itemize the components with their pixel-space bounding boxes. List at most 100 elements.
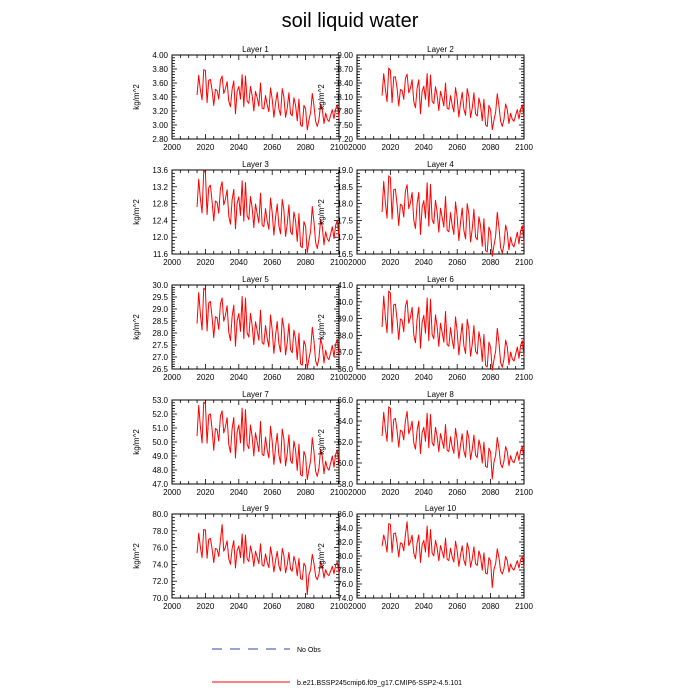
series-line — [381, 406, 525, 480]
y-tick-label: 12.4 — [152, 216, 168, 225]
panel-title: Layer 8 — [427, 390, 454, 399]
panel-title: Layer 4 — [427, 160, 454, 169]
x-tick-label: 2020 — [382, 143, 400, 152]
y-tick-label: 7.20 — [337, 135, 353, 144]
y-tick-label: 37.0 — [337, 348, 353, 357]
x-tick-label: 2020 — [197, 373, 215, 382]
x-tick-label: 2060 — [263, 602, 281, 611]
y-axis-label: kg/m^2 — [132, 314, 141, 340]
y-tick-label: 36.0 — [337, 365, 353, 374]
x-tick-label: 2060 — [448, 602, 466, 611]
x-tick-label: 2100 — [330, 373, 348, 382]
y-tick-label: 60.0 — [337, 459, 353, 468]
x-tick-label: 2100 — [515, 602, 533, 611]
x-tick-label: 2040 — [230, 143, 248, 152]
legend-obs-label: No Obs — [297, 647, 321, 654]
y-tick-label: 30.0 — [152, 281, 168, 290]
x-tick-label: 2100 — [330, 602, 348, 611]
x-tick-label: 2020 — [382, 258, 400, 267]
y-tick-label: 80.0 — [337, 552, 353, 561]
panel-layer-3: Layer 3 kg/m^2 2000 2020 2040 2060 2080 2100 11.… — [132, 160, 348, 267]
x-tick-label: 2040 — [230, 373, 248, 382]
y-axis-label: kg/m^2 — [132, 199, 141, 225]
series-line — [196, 170, 340, 254]
x-tick-label: 2000 — [348, 602, 366, 611]
x-tick-label: 2060 — [448, 373, 466, 382]
y-tick-label: 49.0 — [152, 452, 168, 461]
x-tick-label: 2100 — [330, 258, 348, 267]
x-tick-label: 2060 — [448, 488, 466, 497]
y-tick-label: 82.0 — [337, 538, 353, 547]
x-tick-label: 2000 — [163, 143, 181, 152]
panel-title: Layer 2 — [427, 45, 454, 54]
y-tick-label: 13.6 — [152, 166, 168, 175]
y-tick-label: 41.0 — [337, 281, 353, 290]
y-axis-label: kg/m^2 — [132, 84, 141, 110]
y-tick-label: 29.5 — [152, 293, 168, 302]
y-tick-label: 18.5 — [337, 183, 353, 192]
x-tick-label: 2000 — [348, 373, 366, 382]
y-tick-label: 7.50 — [337, 121, 353, 130]
x-tick-label: 2060 — [448, 143, 466, 152]
y-tick-label: 19.0 — [337, 166, 353, 175]
y-tick-label: 39.0 — [337, 315, 353, 324]
x-tick-label: 2020 — [197, 258, 215, 267]
y-tick-label: 4.00 — [152, 51, 168, 60]
y-tick-label: 38.0 — [337, 331, 353, 340]
y-tick-label: 78.0 — [152, 527, 168, 536]
panel-title: Layer 1 — [242, 45, 269, 54]
panel-title: Layer 3 — [242, 160, 269, 169]
y-axis-label: kg/m^2 — [317, 84, 326, 110]
panel-title: Layer 9 — [242, 504, 269, 513]
x-tick-label: 2020 — [382, 373, 400, 382]
panel-grid: Layer 1 kg/m^2 2000 2020 2040 2060 2080 2100 2.8… — [132, 45, 533, 611]
x-tick-label: 2020 — [382, 602, 400, 611]
figure-title: soil liquid water — [282, 10, 419, 32]
x-tick-label: 2020 — [197, 143, 215, 152]
x-tick-label: 2020 — [382, 488, 400, 497]
panel-title: Layer 10 — [425, 504, 457, 513]
x-tick-label: 2080 — [297, 258, 315, 267]
y-tick-label: 66.0 — [337, 396, 353, 405]
x-tick-label: 2020 — [197, 488, 215, 497]
x-tick-label: 2080 — [482, 258, 500, 267]
y-tick-label: 62.0 — [337, 438, 353, 447]
series-line — [381, 521, 525, 589]
series-line — [381, 67, 525, 131]
x-tick-label: 2080 — [482, 143, 500, 152]
x-tick-label: 2000 — [348, 258, 366, 267]
y-axis-label: kg/m^2 — [132, 543, 141, 569]
y-tick-label: 12.8 — [152, 200, 168, 209]
x-tick-label: 2100 — [515, 258, 533, 267]
y-tick-label: 53.0 — [152, 396, 168, 405]
y-axis-label: kg/m^2 — [317, 543, 326, 569]
x-tick-label: 2080 — [297, 602, 315, 611]
y-tick-label: 12.0 — [152, 233, 168, 242]
y-tick-label: 8.10 — [337, 93, 353, 102]
y-tick-label: 3.40 — [152, 93, 168, 102]
x-tick-label: 2080 — [297, 143, 315, 152]
y-tick-label: 78.0 — [337, 566, 353, 575]
y-tick-label: 27.0 — [152, 353, 168, 362]
y-tick-label: 18.0 — [337, 200, 353, 209]
panel-title: Layer 7 — [242, 390, 269, 399]
x-tick-label: 2100 — [330, 488, 348, 497]
y-tick-label: 3.60 — [152, 79, 168, 88]
y-tick-label: 8.70 — [337, 65, 353, 74]
x-tick-label: 2040 — [415, 602, 433, 611]
y-tick-label: 27.5 — [152, 341, 168, 350]
x-tick-label: 2100 — [330, 143, 348, 152]
x-tick-label: 2080 — [482, 373, 500, 382]
x-tick-label: 2060 — [263, 143, 281, 152]
panel-title: Layer 6 — [427, 275, 454, 284]
y-tick-label: 11.6 — [153, 250, 169, 259]
series-line — [381, 175, 525, 257]
y-tick-label: 76.0 — [337, 580, 353, 589]
